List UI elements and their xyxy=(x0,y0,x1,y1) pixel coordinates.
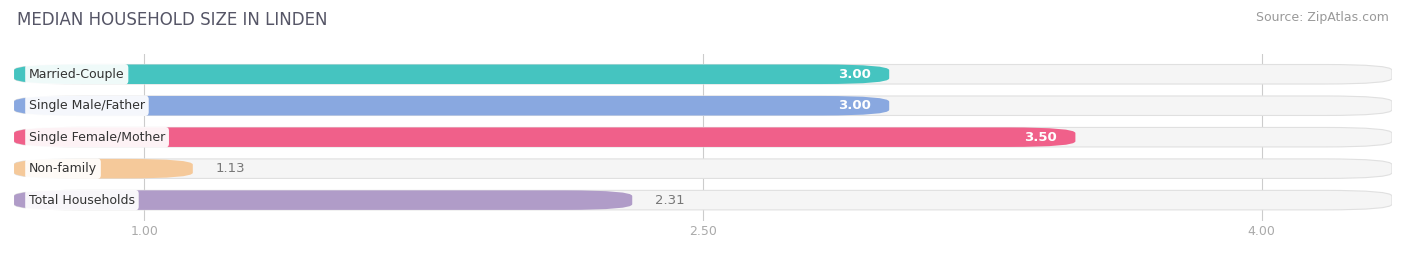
FancyBboxPatch shape xyxy=(14,65,889,84)
FancyBboxPatch shape xyxy=(14,190,633,210)
FancyBboxPatch shape xyxy=(14,190,1392,210)
FancyBboxPatch shape xyxy=(14,96,889,115)
Text: 3.00: 3.00 xyxy=(838,68,870,81)
Text: Total Households: Total Households xyxy=(30,194,135,207)
Text: 3.00: 3.00 xyxy=(838,99,870,112)
Text: MEDIAN HOUSEHOLD SIZE IN LINDEN: MEDIAN HOUSEHOLD SIZE IN LINDEN xyxy=(17,11,328,29)
Text: Married-Couple: Married-Couple xyxy=(30,68,125,81)
FancyBboxPatch shape xyxy=(14,159,193,178)
FancyBboxPatch shape xyxy=(14,159,1392,178)
FancyBboxPatch shape xyxy=(14,128,1392,147)
FancyBboxPatch shape xyxy=(14,128,1076,147)
Text: 2.31: 2.31 xyxy=(655,194,685,207)
Text: Single Male/Father: Single Male/Father xyxy=(30,99,145,112)
Text: Single Female/Mother: Single Female/Mother xyxy=(30,131,166,144)
FancyBboxPatch shape xyxy=(14,96,1392,115)
Text: Source: ZipAtlas.com: Source: ZipAtlas.com xyxy=(1256,11,1389,24)
Text: 3.50: 3.50 xyxy=(1024,131,1057,144)
Text: Non-family: Non-family xyxy=(30,162,97,175)
FancyBboxPatch shape xyxy=(14,65,1392,84)
Text: 1.13: 1.13 xyxy=(215,162,245,175)
